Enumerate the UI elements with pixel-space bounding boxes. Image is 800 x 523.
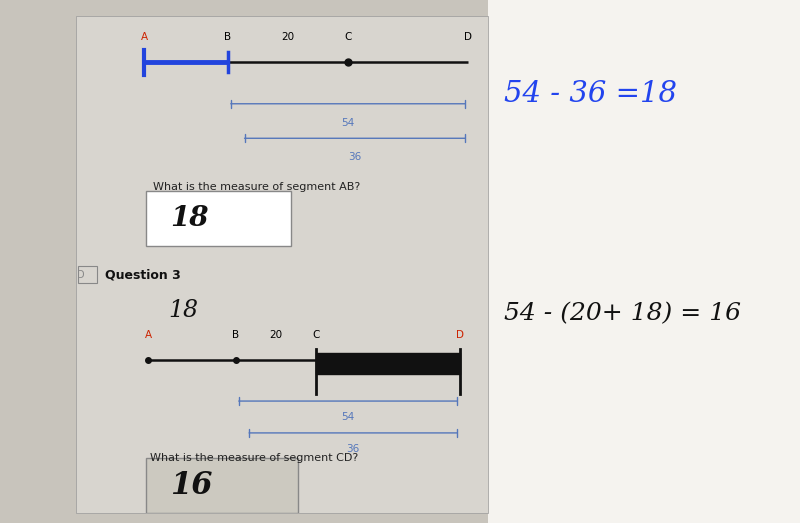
Text: D: D xyxy=(464,31,472,42)
Text: 20: 20 xyxy=(270,329,282,339)
Text: 36: 36 xyxy=(346,445,360,454)
Text: C: C xyxy=(344,31,352,42)
Text: 54 - 36 =18: 54 - 36 =18 xyxy=(504,80,677,108)
Text: 20: 20 xyxy=(282,31,294,42)
Text: What is the measure of segment CD?: What is the measure of segment CD? xyxy=(150,453,358,463)
Text: 54: 54 xyxy=(342,118,354,128)
Text: 18: 18 xyxy=(170,206,209,232)
Text: B: B xyxy=(233,329,239,339)
Text: C: C xyxy=(312,329,320,339)
Bar xyxy=(488,0,800,523)
Bar xyxy=(78,266,97,283)
Text: B: B xyxy=(225,31,231,42)
Text: 54: 54 xyxy=(342,413,354,423)
FancyBboxPatch shape xyxy=(146,458,298,513)
Text: A: A xyxy=(145,329,151,339)
Text: 36: 36 xyxy=(348,152,362,162)
Text: A: A xyxy=(141,31,147,42)
FancyBboxPatch shape xyxy=(146,191,291,246)
Text: What is the measure of segment AB?: What is the measure of segment AB? xyxy=(154,182,361,192)
Bar xyxy=(76,16,488,513)
Text: 18: 18 xyxy=(168,299,198,322)
Text: D: D xyxy=(77,269,85,280)
Text: 16: 16 xyxy=(170,470,213,501)
Text: 54 - (20+ 18) = 16: 54 - (20+ 18) = 16 xyxy=(504,302,741,325)
Text: D: D xyxy=(456,329,464,339)
Text: Question 3: Question 3 xyxy=(105,268,181,281)
